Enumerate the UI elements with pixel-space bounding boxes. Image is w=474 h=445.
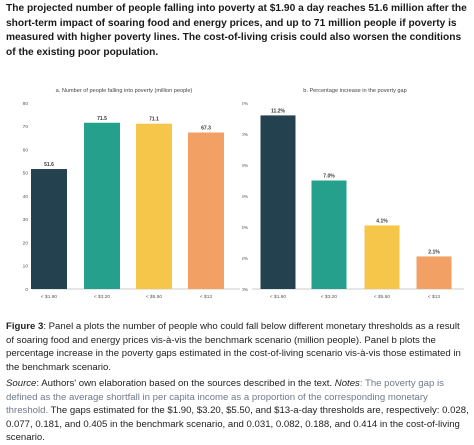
source-text: : Authors' own elaboration based on the …	[36, 378, 335, 389]
figure-caption: Figure 3: Panel a plots the number of pe…	[6, 320, 470, 374]
chart-b-bar	[416, 256, 452, 289]
chart-a-bar	[84, 122, 120, 289]
chart-panel-a: a. Number of people falling into poverty…	[6, 88, 242, 302]
chart-b-x-tick-label: < $1.90	[270, 294, 286, 300]
chart-b-bar	[364, 225, 400, 289]
caption-label: Figure 3	[6, 321, 44, 332]
chart-a-bar	[188, 132, 224, 289]
chart-a-bar	[136, 123, 172, 289]
chart-a-y-tick-label: 30	[23, 217, 29, 223]
chart-b-value-label: 7.0%	[323, 174, 335, 180]
chart-b-value-label: 2.1%	[428, 249, 440, 255]
notes-text: The gaps estimated for the $1.90, $3.20,…	[6, 405, 469, 444]
notes-label: Notes	[334, 378, 360, 389]
chart-panel-b: b. Percentage increase in the poverty ga…	[242, 88, 468, 302]
chart-a-svg: 0 10 20 30 40 50 60 70 80 51.6 < $1.90 71.5 < $3.20 7…	[23, 101, 240, 300]
headline: The projected number of people falling i…	[6, 3, 467, 58]
caption-text: : Panel a plots the number of people who…	[6, 321, 461, 373]
chart-b-bar	[260, 115, 296, 290]
chart-b-title: b. Percentage increase in the poverty ga…	[303, 88, 407, 94]
source-notes: Source: Authors' own elaboration based o…	[6, 377, 470, 445]
chart-b-y-tick-label: 2%	[242, 256, 249, 262]
chart-a-y-tick-label: 40	[23, 194, 29, 200]
chart-b-bar	[311, 180, 347, 289]
source-label: Source	[6, 378, 37, 389]
chart-b-value-label: 11.2%	[271, 108, 285, 114]
chart-a-y-tick-label: 20	[23, 240, 29, 246]
chart-b-x-tick-label: < $3.20	[321, 294, 337, 300]
chart-a-y-tick-label: 0	[25, 287, 28, 293]
chart-b-svg: 0% 2% 4% 6% 8% 10% 12% 11.2% < $1.90 7.0% < $3.20 4…	[242, 101, 464, 300]
chart-a-bar	[31, 169, 67, 289]
chart-a-x-tick-label: < $1.90	[41, 294, 57, 300]
chart-a-y-tick-label: 70	[23, 124, 29, 130]
chart-a-y-tick-label: 50	[23, 171, 29, 177]
chart-b-y-tick-label: 6%	[242, 194, 249, 200]
chart-b-x-tick-label: < $13	[428, 294, 440, 300]
chart-b-y-tick-label: 8%	[242, 163, 249, 169]
notes-definition: : The poverty gap is defined as the aver…	[6, 378, 444, 417]
chart-b-y-tick-label: 0%	[242, 287, 249, 293]
chart-b-y-tick-label: 10%	[242, 132, 249, 138]
chart-b-value-label: 4.1%	[376, 218, 388, 224]
chart-a-x-tick-label: < $5.50	[146, 294, 162, 300]
chart-a-x-tick-label: < $3.20	[94, 294, 110, 300]
chart-a-value-label: 71.1	[149, 117, 159, 123]
chart-a-value-label: 67.3	[201, 126, 211, 132]
chart-a-x-tick-label: < $13	[200, 294, 212, 300]
chart-b-y-tick-label: 4%	[242, 225, 249, 231]
chart-a-y-tick-label: 60	[23, 147, 29, 153]
chart-a-y-tick-label: 10	[23, 264, 29, 270]
chart-a-y-tick-label: 80	[23, 101, 29, 107]
chart-b-y-tick-label: 12%	[242, 101, 249, 107]
chart-a-value-label: 51.6	[44, 162, 54, 168]
chart-a-title: a. Number of people falling into poverty…	[55, 88, 193, 94]
chart-a-value-label: 71.5	[97, 116, 107, 122]
chart-b-x-tick-label: < $5.50	[374, 294, 390, 300]
